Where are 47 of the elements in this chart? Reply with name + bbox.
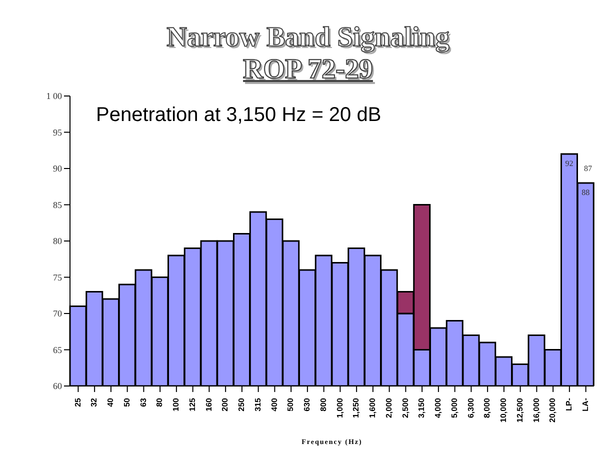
annotation: Penetration at 3,150 Hz = 20 dB xyxy=(96,104,382,127)
x-tick-label: 250 xyxy=(237,397,246,412)
x-tick-label: 1,600 xyxy=(368,397,378,418)
x-tick-label: 20,000 xyxy=(548,397,558,422)
x-tick-label: 400 xyxy=(270,397,279,412)
x-tick-label: 40 xyxy=(106,397,116,407)
x-tick-label: 315 xyxy=(253,397,262,412)
y-tick-label: 80 xyxy=(53,236,62,246)
x-tick-label: 4,000 xyxy=(434,397,443,418)
data-label: 88 xyxy=(582,188,590,197)
y-tick-label: 65 xyxy=(53,344,62,355)
x-tick-label: 25 xyxy=(73,397,82,407)
chart-title: Narrow Band Signaling xyxy=(166,22,452,54)
x-tick-label: 6,300 xyxy=(466,397,476,418)
x-tick-label: 10,000 xyxy=(499,397,508,422)
x-tick-label: 125 xyxy=(188,397,197,412)
y-tick-label: 85 xyxy=(53,200,62,210)
x-tick-label: 1,250 xyxy=(352,397,361,418)
annotation: 87 xyxy=(584,164,592,173)
y-tick-label: 95 xyxy=(53,127,62,138)
x-tick-label: 160 xyxy=(204,397,214,412)
y-tick-label: 75 xyxy=(53,272,62,282)
x-tick-label: 50 xyxy=(122,397,132,407)
x-tick-label: 200 xyxy=(220,397,230,412)
x-tick-label: 32 xyxy=(90,397,99,407)
x-tick-label: 500 xyxy=(286,397,296,412)
data-label: 92 xyxy=(565,159,574,168)
x-tick-label: 2,000 xyxy=(384,397,394,418)
x-tick-label: 16,000 xyxy=(532,397,541,422)
chart-subtitle: ROP 72-29 xyxy=(242,54,374,86)
y-tick-label: 60 xyxy=(53,381,62,392)
x-tick-label: 80 xyxy=(155,397,164,407)
x-tick-label: 800 xyxy=(318,397,328,412)
x-tick-label: 1,000 xyxy=(335,397,344,418)
x-tick-label: 8,000 xyxy=(482,397,492,418)
x-tick-label: 630 xyxy=(302,397,312,412)
x-tick-label: LP- xyxy=(564,398,574,411)
x-tick-label: 63 xyxy=(138,397,148,407)
x-tick-label: 2,500 xyxy=(400,397,410,418)
x-tick-label: LA- xyxy=(580,398,590,412)
x-tick-label: 12,500 xyxy=(515,397,524,422)
y-tick-label: 70 xyxy=(53,308,62,319)
y-tick-label: 1 00 xyxy=(46,91,62,102)
y-tick-label: 90 xyxy=(53,164,62,174)
x-tick-label: 5,000 xyxy=(450,397,459,418)
x-tick-label: 100 xyxy=(172,397,181,412)
x-tick-label: 3,150 xyxy=(417,397,426,418)
